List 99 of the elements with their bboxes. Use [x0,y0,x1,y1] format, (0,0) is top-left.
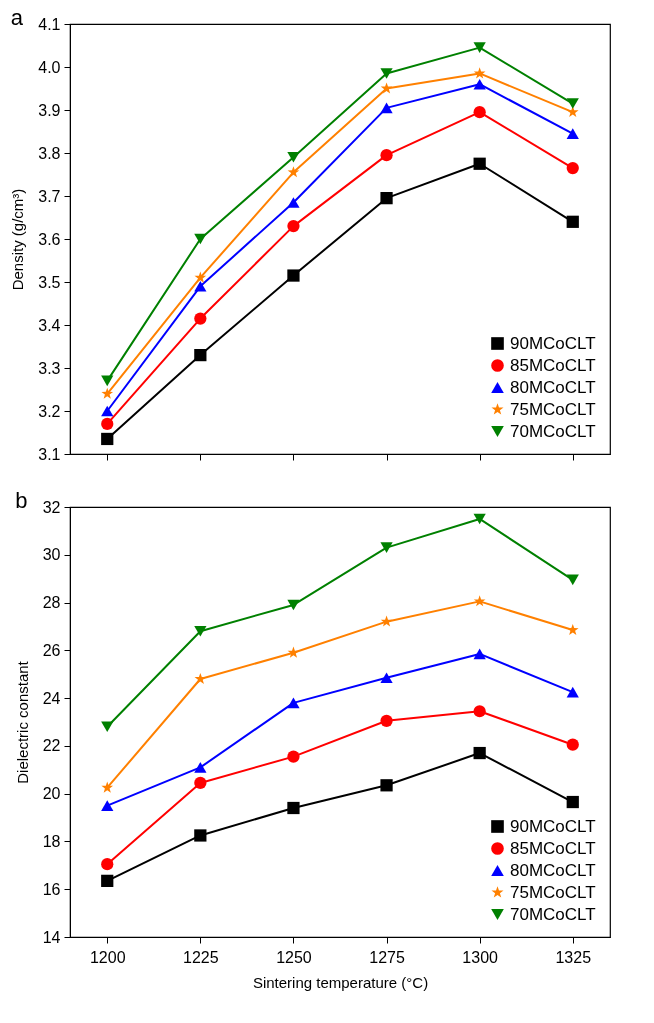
y-tick-label: 4.0 [38,58,61,76]
x-tick-label: 1225 [183,948,219,966]
point [194,829,207,842]
point [194,762,207,773]
point [473,595,486,607]
point [566,795,579,809]
point [194,271,207,283]
point [566,161,579,175]
legend-label: 70MCoCLT [510,904,596,924]
y-tick-label: 3.2 [38,402,61,420]
point [101,721,114,733]
point [287,750,300,763]
point [473,78,486,90]
y-tick-label: 20 [42,785,61,803]
y-tick-label: 32 [42,498,61,516]
y-tick-label: 4.1 [38,15,61,33]
y-tick-label: 30 [42,546,61,564]
point [287,599,300,611]
point [380,779,393,792]
point [566,686,579,698]
y-axis-title: Density (g/cm³) [9,188,27,291]
point [473,705,486,718]
point [380,542,393,553]
y-tick-label: 26 [42,641,61,659]
point [473,746,486,760]
point [380,192,393,205]
x-tick-label: 1250 [276,948,312,966]
point [566,574,579,586]
point [287,801,300,815]
x-tick-label: 1275 [369,948,405,966]
legend-label: 75MCoCLT [510,399,596,419]
point [380,102,393,114]
point [194,233,207,245]
y-tick-label: 3.8 [38,144,61,162]
y-tick-label: 3.3 [38,359,61,377]
point [101,781,114,793]
point [287,197,300,208]
y-tick-label: 3.9 [38,101,61,119]
point [380,672,393,684]
point [566,106,579,118]
point [194,348,207,362]
point [101,417,114,431]
y-tick-label: 22 [42,737,61,755]
point [380,82,393,94]
point [287,166,300,178]
point [566,98,579,109]
legend-label: 75MCoCLT [510,882,596,902]
point [194,312,207,325]
point [194,625,207,637]
x-tick-label: 1200 [89,948,126,966]
chart-title: b [15,488,28,513]
legend-label: 90MCoCLT [510,333,596,353]
point [194,281,207,292]
point [287,269,300,282]
legend-label: 90MCoCLT [510,816,596,836]
point [566,215,579,228]
point [101,874,114,887]
x-axis-title: Sintering temperature (°C) [252,973,429,991]
x-tick-label: 1325 [555,948,592,966]
y-tick-label: 18 [42,832,61,850]
y-tick-label: 24 [42,689,61,707]
point [380,714,393,727]
point [380,615,393,627]
point [194,776,207,790]
point [101,387,114,399]
legend-label: 70MCoCLT [510,421,596,441]
y-tick-label: 3.7 [38,187,61,205]
point [287,697,300,709]
point [473,648,486,660]
point [473,67,486,79]
point [101,858,114,871]
point [287,219,300,233]
point [101,375,114,387]
point [287,152,300,163]
point [380,149,393,162]
point [473,513,486,525]
point [566,128,579,139]
point [101,800,114,811]
legend-label: 80MCoCLT [510,860,596,880]
y-tick-label: 16 [42,880,61,898]
x-tick-label: 1300 [462,948,499,966]
point [473,157,486,170]
y-tick-label: 3.1 [38,445,61,463]
point [473,106,486,119]
y-axis-title: Dielectric constant [13,660,31,784]
y-tick-label: 28 [42,594,61,612]
legend-label: 85MCoCLT [510,355,596,375]
chart-title: a [10,5,24,30]
y-tick-label: 3.5 [38,273,61,291]
y-tick-label: 3.6 [38,230,61,248]
point [473,42,486,53]
point [101,432,114,446]
legend-label: 80MCoCLT [510,377,596,397]
point [566,738,579,751]
point [380,68,393,79]
y-tick-label: 14 [42,928,61,946]
legend-label: 85MCoCLT [510,838,596,858]
point [101,405,114,417]
y-tick-label: 3.4 [38,316,61,334]
